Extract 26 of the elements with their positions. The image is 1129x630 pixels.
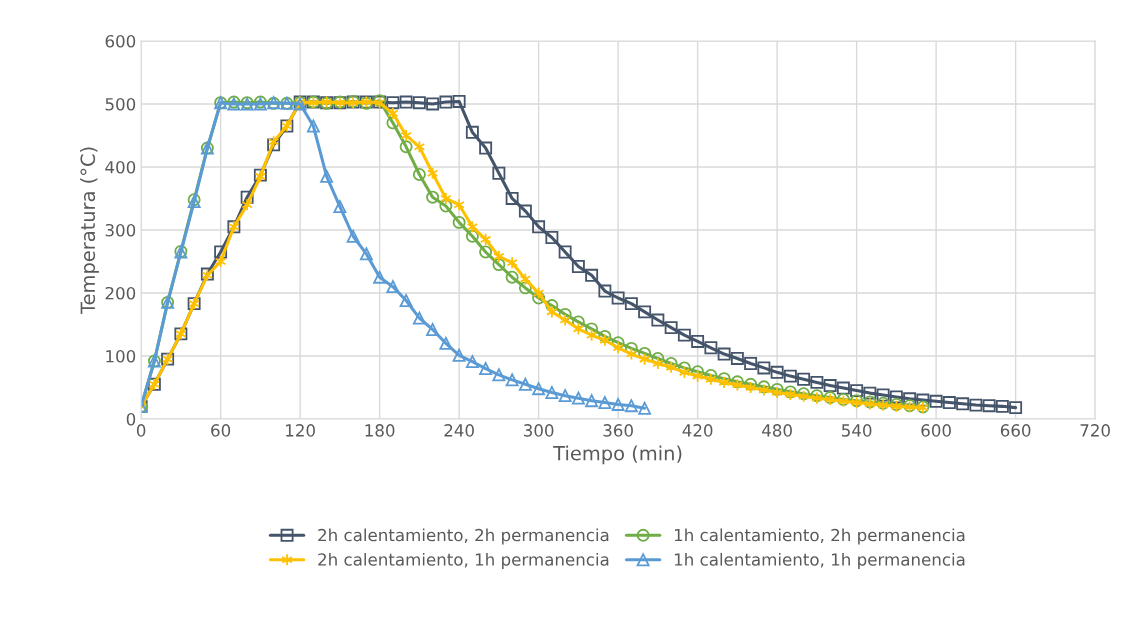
y-tick-label: 500 — [105, 97, 136, 111]
legend-label: 1h calentamiento, 2h permanencia — [674, 528, 965, 545]
x-tick-label: 540 — [842, 424, 872, 437]
y-tick-label: 100 — [106, 349, 136, 363]
y-tick-label: 200 — [105, 286, 136, 300]
x-tick-label: 720 — [1080, 424, 1110, 437]
x-tick-label: 660 — [1000, 424, 1031, 437]
x-tick-label: 300 — [523, 424, 554, 437]
x-tick-label: 0 — [136, 424, 146, 437]
y-tick-label: 300 — [105, 223, 136, 237]
x-tick-label: 240 — [444, 424, 474, 437]
x-tick-label: 600 — [921, 424, 951, 437]
y-axis-title: Temperatura (°C) — [80, 147, 99, 315]
x-axis-title: Tiempo (min) — [553, 445, 682, 465]
legend-label: 1h calentamiento, 1h permanencia — [674, 552, 965, 570]
y-tick-label: 0 — [126, 412, 136, 426]
legend-label: 2h calentamiento, 1h permanencia — [318, 552, 609, 570]
x-tick-label: 60 — [211, 424, 231, 437]
x-tick-label: 420 — [682, 424, 713, 437]
x-tick-label: 360 — [603, 424, 633, 437]
y-tick-label: 400 — [105, 160, 136, 174]
x-tick-label: 180 — [365, 424, 395, 437]
y-tick-label: 600 — [105, 34, 136, 48]
legend-label: 2h calentamiento, 2h permanencia — [318, 528, 609, 545]
x-tick-label: 120 — [286, 424, 315, 437]
x-tick-label: 480 — [762, 424, 792, 437]
